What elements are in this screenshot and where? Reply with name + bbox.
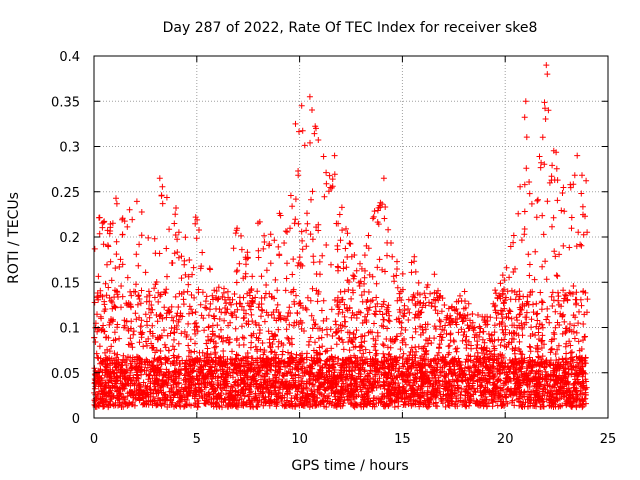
y-tick-label: 0.35 [51, 95, 80, 110]
x-tick-label: 25 [600, 432, 617, 447]
x-tick-label: 20 [497, 432, 514, 447]
y-tick-label: 0.25 [51, 186, 80, 201]
scatter-markers [91, 62, 591, 411]
y-tick-label: 0.15 [51, 276, 80, 291]
x-tick-label: 10 [291, 432, 308, 447]
axes [93, 55, 609, 419]
y-tick-label: 0.4 [59, 50, 80, 65]
y-tick-label: 0.05 [51, 367, 80, 382]
chart-title: Day 287 of 2022, Rate Of TEC Index for r… [163, 20, 538, 36]
y-tick-label: 0.1 [59, 322, 80, 337]
tick-labels: 0 5 10 15 20 25 0 0.05 0.1 0.15 0.2 0.25 0.3 0.35 0.4 [51, 50, 616, 447]
x-axis-label: GPS time / hours [291, 458, 408, 474]
y-axis-label: ROTI / TECUs [6, 192, 22, 284]
x-tick-label: 0 [90, 432, 98, 447]
y-tick-label: 0.3 [59, 141, 80, 156]
x-tick-label: 15 [394, 432, 411, 447]
y-tick-label: 0 [72, 412, 80, 427]
y-tick-label: 0.2 [59, 231, 80, 246]
data-points [91, 62, 591, 411]
x-tick-label: 5 [193, 432, 201, 447]
